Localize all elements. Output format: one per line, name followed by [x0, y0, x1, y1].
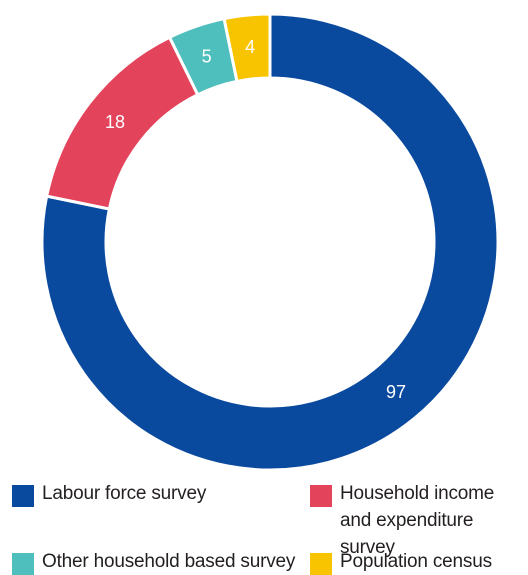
legend-swatch-other-household-survey: [12, 553, 34, 575]
donut-chart: 97 18 5 4: [0, 0, 528, 470]
legend-swatch-population-census: [310, 553, 332, 575]
legend-label-labour-force-survey: Labour force survey: [42, 480, 206, 507]
chart-legend: Labour force survey Household income and…: [0, 480, 528, 575]
data-label-labour-force-survey: 97: [386, 382, 406, 402]
legend-item-labour-force-survey: Labour force survey: [12, 480, 206, 507]
legend-item-population-census: Population census: [310, 548, 492, 575]
legend-label-population-census: Population census: [340, 548, 492, 575]
legend-swatch-household-income-survey: [310, 485, 332, 507]
data-label-household-income-survey: 18: [105, 112, 125, 132]
data-label-population-census: 4: [245, 37, 255, 57]
data-label-other-household-survey: 5: [202, 47, 212, 67]
legend-swatch-labour-force-survey: [12, 485, 34, 507]
legend-item-other-household-survey: Other household based survey: [12, 548, 295, 575]
legend-label-other-household-survey: Other household based survey: [42, 548, 295, 575]
